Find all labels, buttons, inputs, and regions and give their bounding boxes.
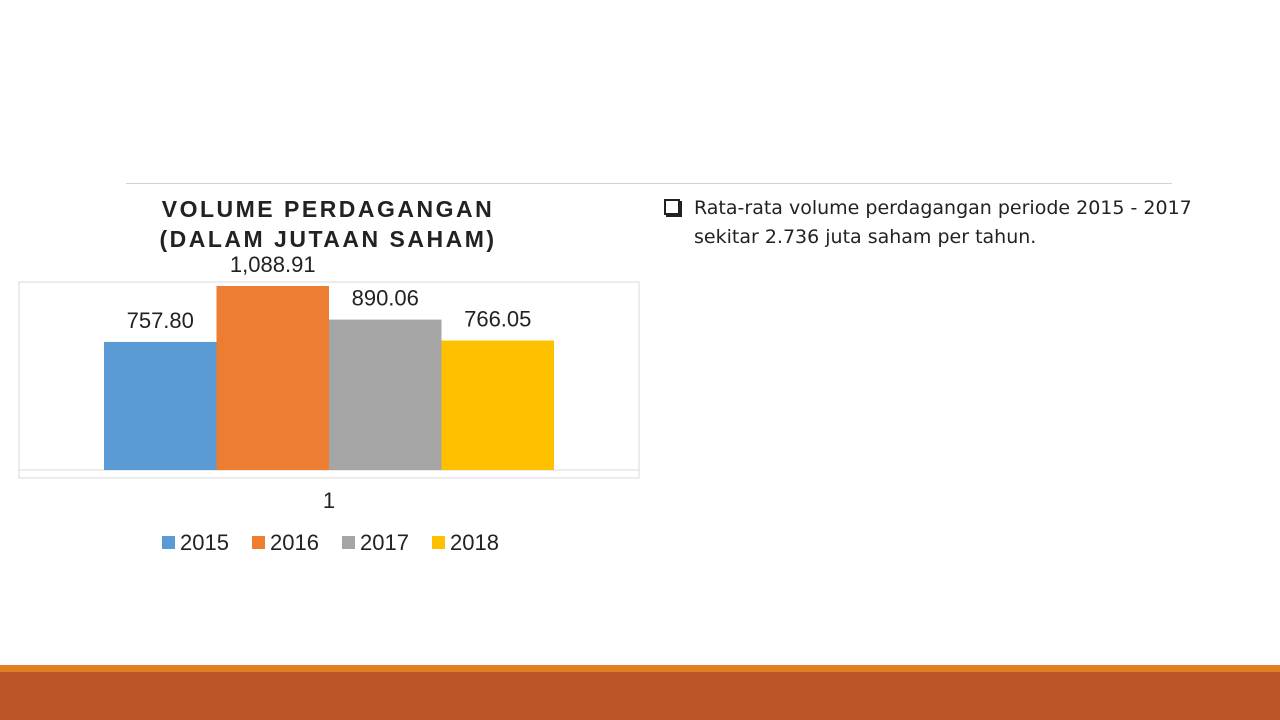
legend-swatch-2017	[342, 536, 355, 549]
data-label-2016: 1,088.91	[230, 252, 316, 277]
bar-2017	[329, 319, 442, 470]
bar-2016	[216, 286, 329, 470]
legend-swatch-2015	[162, 536, 175, 549]
bar-2018	[441, 340, 554, 470]
bar-2015	[104, 341, 217, 470]
bullet-point: Rata-rata volume perdagangan periode 201…	[664, 194, 1224, 252]
plot-area	[18, 281, 640, 479]
bar-group	[104, 286, 554, 470]
footer-band	[0, 672, 1280, 720]
footer-accent-line	[0, 665, 1280, 672]
legend-label-2015: 2015	[180, 530, 229, 555]
checkbox-bullet-icon	[664, 199, 680, 215]
chart-title: VOLUME PERDAGANGAN (DALAM JUTAAN SAHAM)	[159, 196, 497, 252]
legend: 2015 2016 2017 2018	[162, 530, 499, 555]
category-tick-label: 1	[323, 488, 335, 513]
data-label-group: 757.80 1,088.91 890.06 766.05	[127, 252, 532, 333]
legend-label-2018: 2018	[450, 530, 499, 555]
data-label-2018: 766.05	[464, 307, 531, 332]
data-label-2015: 757.80	[127, 308, 194, 333]
bullet-text: Rata-rata volume perdagangan periode 201…	[694, 197, 1192, 248]
data-label-2017: 890.06	[352, 286, 419, 311]
legend-label-2017: 2017	[360, 530, 409, 555]
top-divider	[126, 183, 1172, 184]
legend-swatch-2016	[252, 536, 265, 549]
legend-label-2016: 2016	[270, 530, 319, 555]
legend-swatch-2018	[432, 536, 445, 549]
